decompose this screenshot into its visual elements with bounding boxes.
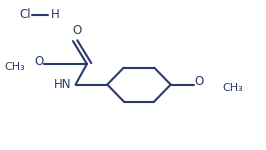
Text: O: O: [34, 54, 43, 68]
Text: H: H: [51, 8, 60, 21]
Text: HN: HN: [54, 78, 72, 91]
Text: Cl: Cl: [19, 8, 31, 21]
Text: CH₃: CH₃: [223, 82, 243, 93]
Text: O: O: [72, 24, 81, 37]
Text: O: O: [194, 75, 203, 88]
Text: CH₃: CH₃: [4, 62, 25, 72]
